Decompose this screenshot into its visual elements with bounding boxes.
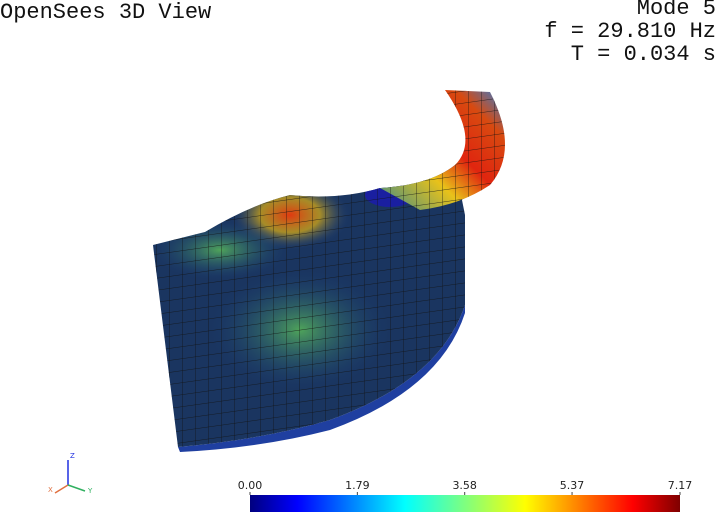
mode-label: Mode 5 — [637, 0, 716, 21]
colorbar-tick-label: 3.58 — [452, 479, 477, 492]
colorbar-gradient — [250, 495, 680, 512]
model-mesh — [153, 90, 505, 452]
axis-y-label: Y — [87, 487, 93, 495]
colorbar-tick-label: 0.00 — [238, 479, 263, 492]
axis-x-label: X — [48, 486, 53, 494]
axes-triad: Z X Y — [48, 452, 93, 495]
colorbar-tick-label: 5.37 — [560, 479, 585, 492]
period-label: T = 0.034 s — [571, 42, 716, 67]
colorbar-tick-label: 7.17 — [668, 479, 693, 492]
axis-z-label: Z — [70, 452, 75, 460]
view-title: OpenSees 3D View — [0, 0, 211, 25]
colorbar-tick-label: 1.79 — [345, 479, 370, 492]
colorbar: 0.00 1.79 3.58 5.37 7.17 — [238, 479, 693, 512]
frequency-label: f = 29.810 Hz — [544, 19, 716, 44]
